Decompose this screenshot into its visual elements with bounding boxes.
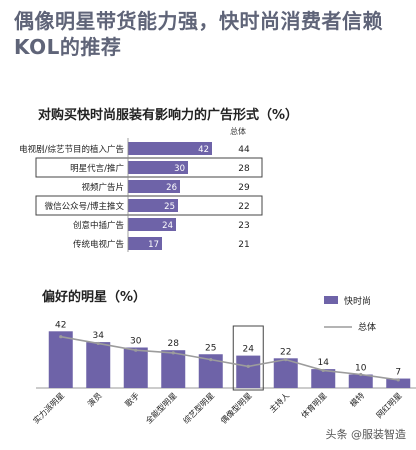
hbar-value-label: 26 [166, 183, 177, 193]
hbar-value-label: 24 [162, 221, 173, 231]
vbar-total-point [96, 341, 100, 346]
vbar-category-label: 全能型明星 [143, 390, 178, 425]
vbar-bar [161, 350, 186, 388]
hbar-bar [128, 180, 180, 193]
vbar-value-label: 25 [205, 343, 216, 353]
hbar-bar [128, 218, 176, 231]
vbar-value-label: 14 [318, 358, 330, 368]
vbar-category-label: 体育明星 [299, 390, 329, 420]
vbar-bar [386, 378, 411, 388]
vbar-total-point [134, 348, 138, 352]
hbar-category-label: 创意中插广告 [73, 220, 124, 231]
hbar-total-value: 44 [238, 145, 250, 155]
page-title: 偶像明星带货能力强，快时尚消费者信赖KOL的推荐 [14, 9, 383, 59]
vbar-value-label: 22 [280, 347, 291, 357]
hbar-bar [128, 199, 178, 212]
vbar-total-point [209, 358, 213, 362]
hbar-category-label: 视频广告片 [81, 182, 124, 193]
hbar-bar [128, 237, 162, 250]
vbar-total-point [321, 368, 325, 373]
vbar-category-label: 实力派明星 [31, 390, 66, 425]
hbar-value-label: 30 [174, 164, 185, 174]
hbar-category-label: 电视剧/综艺节目的植入广告 [19, 144, 124, 155]
vbar-category-label: 主持人 [267, 390, 291, 414]
vbar-value-label: 34 [93, 331, 105, 341]
hbar-highlight-box [35, 195, 263, 216]
hbar-value-label: 42 [198, 145, 209, 155]
hbar-total-value: 23 [238, 221, 249, 231]
hbar-total-value: 22 [238, 202, 249, 212]
vbar-total-point [246, 364, 250, 368]
hbar-value-label: 25 [164, 202, 175, 212]
vbar-value-label: 10 [355, 364, 367, 374]
hbar-column-header: 总体 [230, 127, 246, 136]
vbar-category-label: 偶像型明星 [218, 390, 253, 425]
vbar-highlight-box [232, 325, 264, 391]
vbar-value-label: 24 [243, 345, 255, 355]
watermark: 头条 @服装智造 [325, 428, 407, 441]
legend-label-bar: 快时尚 [344, 295, 371, 307]
vbar-total-point [359, 372, 363, 377]
vbar-category-label: 综艺型明星 [181, 390, 216, 425]
vbar-total-point [171, 351, 175, 355]
hbar-total-value: 29 [238, 183, 250, 193]
hbar-total-value: 21 [238, 240, 249, 250]
vbar-chart-title: 偏好的明星（%） [42, 290, 147, 305]
hbar-category-label: 微信公众号/博主推文 [45, 201, 125, 212]
hbar-category-label: 传统电视广告 [73, 239, 124, 250]
vbar-category-label: 歌手 [123, 390, 141, 408]
vbar-value-label: 7 [395, 368, 401, 378]
hbar-chart-title: 对购买快时尚服装有影响力的广告形式（%） [38, 108, 299, 123]
vbar-category-label: 网红明星 [374, 390, 404, 420]
vbar-bar [236, 355, 261, 388]
vbar-category-label: 演员 [85, 390, 103, 408]
hbar-bar [128, 142, 212, 155]
vbar-value-label: 30 [130, 337, 142, 347]
vbar-category-label: 模特 [348, 390, 366, 408]
legend-swatch-bar [324, 296, 338, 304]
hbar-highlight-box [35, 157, 263, 178]
vbar-bar [123, 347, 148, 388]
vbar-total-point [396, 378, 400, 382]
vbar-bar [311, 369, 336, 388]
hbar-category-label: 明星代言/推广 [70, 163, 124, 174]
vbar-total-line [60, 335, 399, 381]
vbar-value-label: 28 [168, 339, 180, 349]
hbar-value-label: 17 [148, 240, 159, 250]
vbar-bar [48, 331, 73, 388]
vbar-bar [86, 342, 111, 388]
hbar-total-value: 28 [238, 164, 250, 174]
vbar-bar [273, 358, 298, 388]
vbar-total-point [284, 358, 288, 362]
vbar-value-label: 42 [55, 320, 66, 330]
legend-label-line: 总体 [358, 321, 376, 333]
vbar-total-point [59, 335, 63, 339]
vbar-bar [348, 374, 373, 388]
hbar-bar [128, 161, 188, 174]
